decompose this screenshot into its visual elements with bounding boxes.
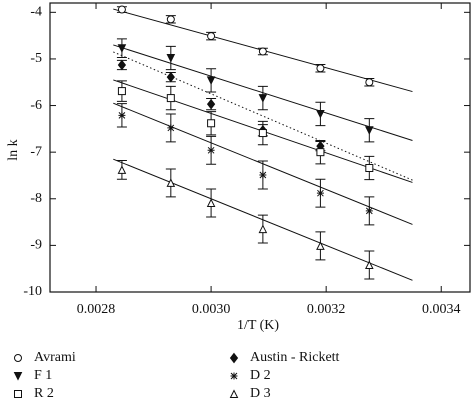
marker — [258, 47, 267, 56]
marker — [316, 64, 325, 73]
marker — [117, 5, 126, 14]
legend-entry: Avrami — [14, 350, 76, 365]
marker — [258, 129, 267, 138]
marker — [207, 146, 215, 154]
marker — [316, 241, 325, 250]
marker — [207, 32, 216, 41]
x-tick-label: 0.0030 — [192, 302, 231, 317]
marker — [166, 71, 175, 83]
marker — [166, 54, 176, 63]
marker — [229, 352, 239, 364]
legend-label: Austin - Rickett — [250, 350, 340, 365]
marker — [365, 164, 374, 173]
marker — [14, 354, 22, 362]
legend-label: D 3 — [250, 386, 271, 401]
marker — [206, 76, 216, 85]
marker — [316, 189, 324, 197]
marker — [206, 98, 216, 110]
marker — [258, 224, 268, 234]
marker — [166, 94, 175, 103]
marker — [229, 389, 239, 398]
x-tick-label: 0.0032 — [307, 302, 346, 317]
marker — [117, 165, 127, 174]
y-tick-label: -9 — [30, 238, 42, 253]
marker — [117, 44, 127, 53]
legend-entry: R 2 — [14, 386, 54, 401]
marker — [166, 15, 175, 24]
marker — [207, 119, 216, 128]
marker — [118, 111, 126, 119]
marker — [14, 390, 22, 398]
legend-label: F 1 — [34, 368, 52, 383]
x-tick-label: 0.0034 — [422, 302, 461, 317]
marker — [316, 109, 325, 119]
y-tick-label: -7 — [30, 144, 42, 159]
marker — [365, 207, 373, 215]
y-tick-label: -6 — [30, 98, 42, 113]
marker — [365, 78, 374, 87]
marker — [166, 178, 176, 187]
legend-label: D 2 — [250, 368, 271, 383]
marker — [258, 94, 268, 103]
legend-entry: D 2 — [230, 368, 271, 383]
marker — [167, 124, 175, 132]
y-tick-label: -10 — [23, 284, 42, 299]
marker — [365, 260, 374, 269]
legend-entry: Austin - Rickett — [229, 350, 340, 365]
y-tick-label: -5 — [30, 51, 42, 66]
marker — [117, 87, 126, 96]
marker — [13, 372, 23, 381]
y-axis-label: ln k — [6, 139, 21, 160]
y-tick-label: -8 — [30, 191, 42, 206]
marker — [117, 59, 127, 71]
legend-label: Avrami — [34, 350, 76, 365]
plot-frame — [49, 2, 471, 293]
marker — [316, 148, 325, 157]
x-tick-label: 0.0028 — [77, 302, 116, 317]
marker — [230, 372, 238, 380]
marker — [259, 171, 267, 179]
legend-entry: F 1 — [13, 368, 52, 383]
marker — [365, 126, 374, 135]
marker — [206, 198, 216, 207]
legend-label: R 2 — [34, 386, 54, 401]
legend-entry: D 3 — [229, 386, 271, 401]
y-tick-label: -4 — [30, 5, 42, 20]
x-axis-label: 1/T (K) — [237, 318, 279, 333]
